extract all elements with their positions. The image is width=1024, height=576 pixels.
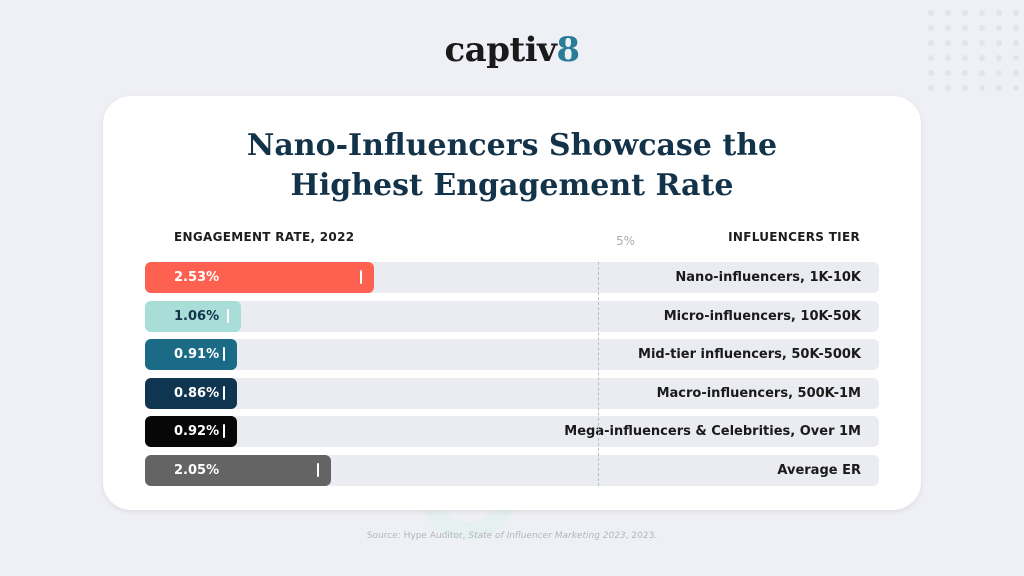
decorative-dot — [945, 85, 951, 91]
decorative-dot — [945, 55, 951, 61]
decorative-dot — [928, 70, 934, 76]
decorative-dot — [979, 85, 985, 91]
decorative-dot — [979, 40, 985, 46]
reference-label: 5% — [616, 234, 636, 248]
source-title: State of Influencer Marketing 2023 — [468, 531, 626, 541]
decorative-dot — [962, 55, 968, 61]
decorative-dot — [962, 40, 968, 46]
influencers-tier-header: INFLUENCERS TIER — [728, 230, 860, 244]
bar: 0.86% — [145, 378, 237, 409]
tier-label: Mega-influencers & Celebrities, Over 1M — [564, 424, 861, 439]
bar: 0.92% — [145, 416, 237, 447]
decorative-dot — [979, 25, 985, 31]
decorative-dot — [945, 40, 951, 46]
bar-value-label: 0.86% — [174, 386, 220, 401]
decorative-dot — [945, 25, 951, 31]
bar-end-marker — [223, 424, 225, 438]
decorative-dot — [996, 25, 1002, 31]
decorative-dot — [928, 25, 934, 31]
decorative-dot-grid — [928, 10, 1019, 92]
captiv8-logo: captiv8 — [0, 30, 1024, 70]
chart-title: Nano-Influencers Showcase the Highest En… — [0, 126, 1024, 206]
logo-accent-text: 8 — [556, 30, 580, 70]
bar-value-label: 1.06% — [174, 309, 220, 324]
decorative-dot — [962, 10, 968, 16]
tier-label: Nano-influencers, 1K-10K — [675, 270, 861, 285]
bar: 2.05% — [145, 455, 331, 486]
decorative-dot — [979, 10, 985, 16]
bar: 2.53% — [145, 262, 375, 293]
bar-end-marker — [223, 347, 225, 361]
bar-row: 0.86% Macro-influencers, 500K-1M — [145, 378, 879, 409]
decorative-dot — [1013, 85, 1019, 91]
logo-text: captiv — [444, 30, 557, 70]
decorative-dot — [962, 25, 968, 31]
decorative-dot — [1013, 70, 1019, 76]
decorative-dot — [996, 40, 1002, 46]
decorative-dot — [928, 85, 934, 91]
source-note: Source: Hype Auditor, State of Influence… — [0, 531, 1024, 541]
decorative-dot — [996, 70, 1002, 76]
bar-end-marker — [316, 463, 319, 477]
bar: 0.91% — [145, 339, 237, 370]
chart-title-line-1: Nano-Influencers Showcase the — [246, 128, 778, 163]
decorative-dot — [945, 70, 951, 76]
decorative-dot — [996, 10, 1002, 16]
bar-row: 1.06% Micro-influencers, 10K-50K — [145, 301, 879, 332]
decorative-dot — [962, 85, 968, 91]
decorative-dot — [996, 85, 1002, 91]
reference-line-5-percent — [598, 262, 599, 486]
bar-value-label: 0.92% — [174, 424, 220, 439]
decorative-dot — [1013, 10, 1019, 16]
decorative-dot — [1013, 55, 1019, 61]
bar-end-marker — [227, 309, 230, 323]
bar-row: 2.53% Nano-influencers, 1K-10K — [145, 262, 879, 293]
source-prefix: Source: Hype Auditor, — [366, 531, 469, 541]
bar-end-marker — [360, 270, 363, 284]
bar-row: 0.91% Mid-tier influencers, 50K-500K — [145, 339, 879, 370]
decorative-dot — [962, 70, 968, 76]
chart-title-line-2: Highest Engagement Rate — [290, 168, 734, 203]
bar-row: 2.05% Average ER — [145, 455, 879, 486]
decorative-dot — [1013, 25, 1019, 31]
tier-label: Average ER — [777, 463, 861, 478]
tier-label: Macro-influencers, 500K-1M — [656, 386, 861, 401]
decorative-dot — [979, 70, 985, 76]
bar: 1.06% — [145, 301, 242, 332]
decorative-dot — [928, 55, 934, 61]
decorative-dot — [979, 55, 985, 61]
bar-value-label: 2.05% — [174, 463, 220, 478]
source-suffix: , 2023. — [625, 531, 658, 541]
engagement-rate-header: ENGAGEMENT RATE, 2022 — [174, 230, 355, 244]
decorative-dot — [945, 10, 951, 16]
tier-label: Mid-tier influencers, 50K-500K — [638, 347, 861, 362]
bar-row: 0.92% Mega-influencers & Celebrities, Ove… — [145, 416, 879, 447]
decorative-dot — [1013, 40, 1019, 46]
decorative-dot — [928, 10, 934, 16]
bar-value-label: 2.53% — [174, 270, 220, 285]
decorative-dot — [996, 55, 1002, 61]
tier-label: Micro-influencers, 10K-50K — [663, 309, 861, 324]
decorative-dot — [928, 40, 934, 46]
bar-end-marker — [223, 386, 225, 400]
bar-value-label: 0.91% — [174, 347, 220, 362]
